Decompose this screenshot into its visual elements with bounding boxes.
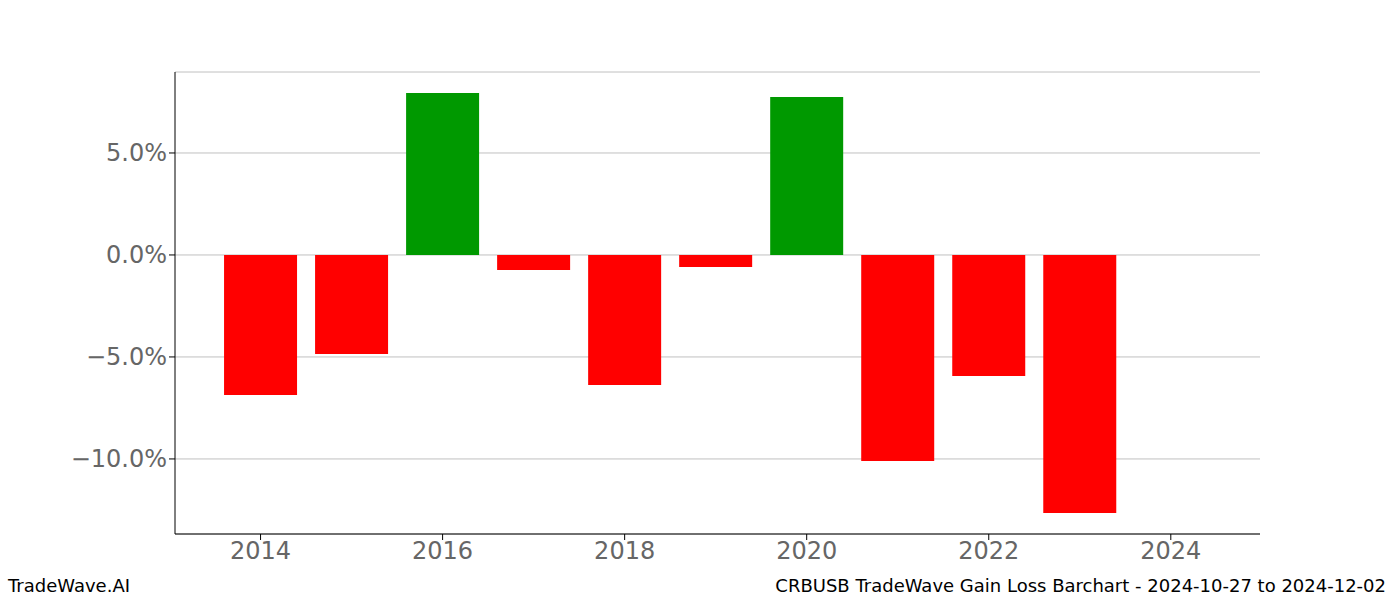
html-text:CRBUSB TradeWave Gain Loss Bar: CRBUSB TradeWave Gain Loss Barchart - 20… [775,575,1386,596]
html-text:TradeWave.AI: TradeWave.AI [8,575,130,596]
svg-text:5.0%: 5.0% [106,139,167,167]
svg-text:2020: 2020 [776,537,837,565]
svg-text:0.0%: 0.0% [106,241,167,269]
svg-text:−5.0%: −5.0% [86,343,167,371]
svg-text:2022: 2022 [958,537,1019,565]
svg-text:2014: 2014 [230,537,291,565]
svg-text:−10.0%: −10.0% [71,445,167,473]
svg-text:2018: 2018 [594,537,655,565]
svg-text:2016: 2016 [412,537,473,565]
svg-text:2024: 2024 [1140,537,1201,565]
